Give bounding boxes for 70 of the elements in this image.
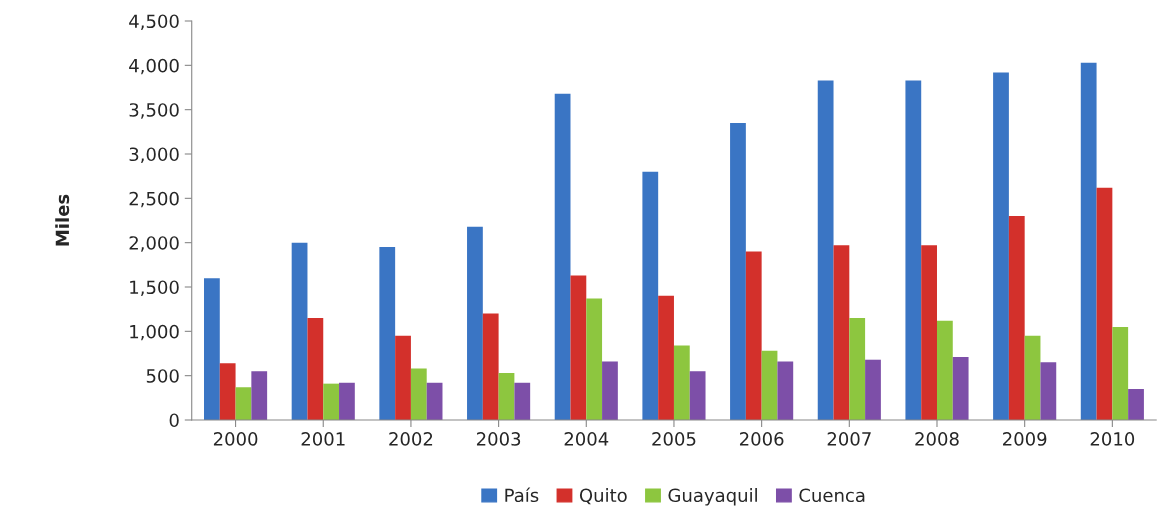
bar	[658, 295, 674, 420]
legend-label: Quito	[579, 488, 627, 505]
y-tick-label: 0	[169, 413, 179, 428]
bar	[204, 278, 220, 420]
x-tick-label: 2007	[827, 432, 871, 446]
bar	[642, 171, 659, 420]
y-tick-label: 3,000	[129, 147, 179, 163]
legend-label: Cuenca	[799, 488, 865, 503]
y-tick-label: 4,500	[129, 14, 179, 30]
legend-label: País	[505, 487, 539, 503]
bar	[673, 345, 690, 420]
bar	[395, 335, 411, 420]
x-tick-label: 2008	[915, 432, 959, 446]
bar	[745, 251, 762, 420]
bar	[952, 357, 969, 420]
x-tick-label: 2001	[301, 432, 345, 446]
x-tick-label: 2003	[476, 432, 521, 446]
legend-label: Guayaquil	[668, 488, 757, 506]
bar	[761, 350, 778, 420]
bar	[905, 80, 922, 420]
bar	[1024, 335, 1041, 420]
y-tick-label: 1,500	[130, 280, 179, 296]
bar	[602, 361, 618, 420]
bar	[482, 313, 499, 420]
bar	[339, 382, 355, 420]
bar	[251, 371, 268, 420]
y-tick-label: 2,500	[129, 191, 179, 208]
bar	[235, 387, 252, 420]
bar	[1008, 216, 1025, 420]
bar	[1096, 187, 1113, 420]
bar	[554, 93, 571, 420]
x-tick-label: 2004	[564, 432, 609, 446]
y-tick-label: 1,000	[130, 324, 179, 341]
bar	[570, 275, 587, 420]
x-tick-label: 2009	[1003, 432, 1047, 446]
bar	[514, 382, 531, 420]
bar	[833, 245, 850, 420]
bar	[689, 371, 706, 420]
y-tick-label: 500	[146, 369, 179, 383]
bar	[777, 361, 794, 420]
y-tick-label: 4,000	[129, 58, 179, 75]
bar	[426, 382, 443, 420]
y-tick-label: 2,000	[129, 236, 179, 252]
bar	[936, 320, 953, 420]
bar	[307, 318, 324, 420]
bar	[865, 359, 881, 420]
bar	[1080, 62, 1097, 420]
bar	[410, 368, 427, 420]
bar	[291, 242, 308, 420]
bar	[467, 226, 483, 420]
bar	[1128, 388, 1144, 420]
x-tick-label: 2005	[652, 432, 696, 446]
y-tick-label: 3,500	[129, 103, 179, 119]
x-tick-label: 2002	[389, 432, 433, 446]
bar	[817, 80, 834, 420]
bar	[379, 247, 396, 420]
bar	[1112, 326, 1129, 420]
bar	[849, 318, 866, 420]
bar	[921, 245, 937, 420]
bar	[586, 298, 603, 420]
y-axis-title: Miles	[55, 194, 70, 246]
bar	[219, 363, 236, 420]
bar	[323, 383, 340, 420]
bar	[993, 72, 1009, 420]
x-tick-label: 2006	[739, 432, 784, 446]
bar	[1040, 362, 1057, 420]
x-tick-label: 2010	[1090, 432, 1135, 446]
bar	[730, 122, 746, 420]
x-tick-label: 2000	[213, 432, 258, 446]
bar	[498, 373, 515, 420]
